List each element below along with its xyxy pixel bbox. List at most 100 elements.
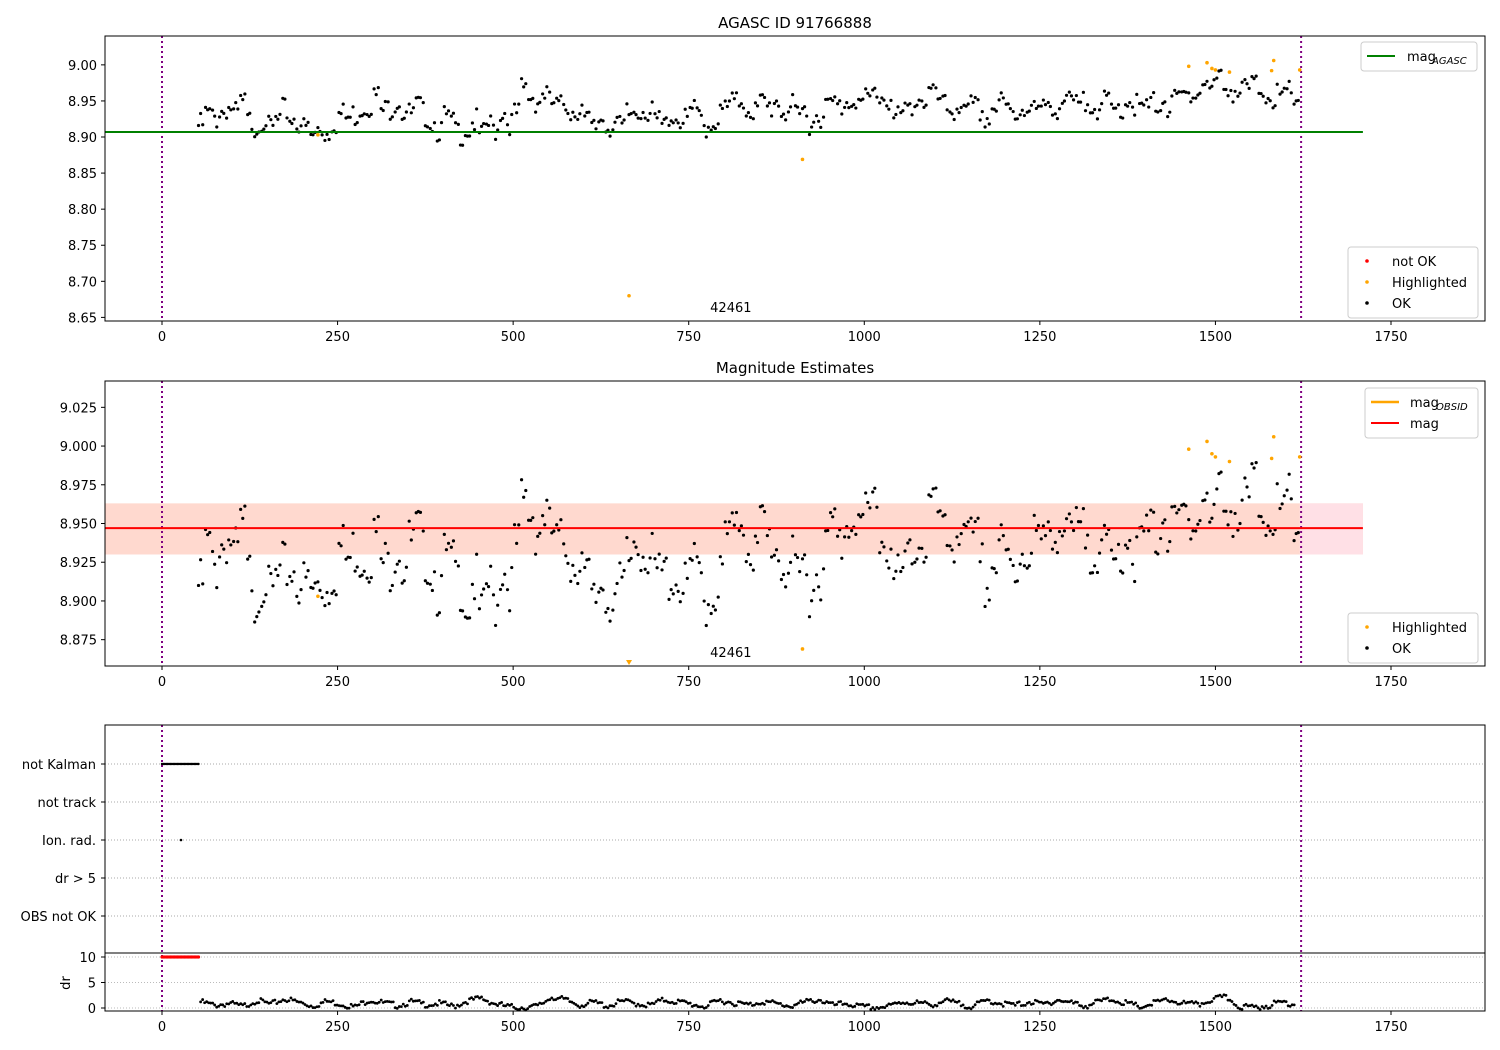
dr-point [949, 999, 953, 1003]
ok-point [512, 523, 517, 527]
ok-point [1173, 504, 1177, 508]
ok-point [1243, 476, 1247, 480]
ok-point [788, 105, 793, 109]
ok-point [920, 546, 924, 550]
ok-point [493, 623, 498, 628]
ok-point [355, 120, 359, 125]
ok-point [1050, 113, 1055, 117]
ok-point [1078, 100, 1083, 104]
ok-point [718, 103, 722, 107]
ok-point [662, 559, 666, 563]
dr-point [303, 1003, 307, 1006]
ok-point [1008, 106, 1012, 111]
dr-point [1284, 1000, 1288, 1004]
ok-point [418, 510, 423, 514]
ok-point [250, 589, 254, 593]
ok-point [1081, 90, 1085, 94]
ok-point [1097, 551, 1102, 555]
ok-point [1236, 94, 1240, 98]
ok-point [1062, 529, 1067, 533]
dr-point [1206, 1001, 1210, 1004]
ok-point [741, 533, 746, 537]
ok-point [425, 125, 430, 129]
ok-point [980, 542, 984, 546]
ok-point [503, 111, 507, 116]
ok-point [592, 582, 596, 586]
ok-point [1189, 100, 1193, 104]
ok-point [906, 541, 910, 545]
ok-point [810, 599, 814, 603]
panel-title: Magnitude Estimates [716, 359, 874, 377]
dr-point [915, 999, 919, 1003]
ok-point [957, 111, 961, 115]
ok-point [290, 579, 294, 583]
ok-point [618, 114, 622, 119]
ok-point [243, 504, 247, 508]
ok-point [910, 562, 914, 566]
dr-axes-frame [104, 952, 1486, 1012]
legend-label: Highlighted [1392, 621, 1467, 636]
ok-point [1203, 498, 1207, 502]
highlighted-point [1297, 68, 1302, 72]
ok-point [604, 610, 608, 614]
ok-point [1086, 103, 1090, 107]
dr-point [829, 1001, 833, 1005]
ok-point [571, 563, 575, 567]
dr-point [1086, 1006, 1089, 1010]
dr-point [618, 999, 622, 1003]
ok-point [241, 98, 245, 102]
ok-point [1074, 506, 1078, 510]
ok-point [915, 103, 919, 107]
ok-point [641, 110, 645, 115]
dr-point [614, 1002, 618, 1006]
ok-point [1145, 513, 1149, 517]
ok-point [1194, 529, 1198, 533]
ok-point [395, 562, 399, 566]
legend-label-sub: OBSID [1436, 402, 1468, 413]
dr-point [273, 998, 277, 1002]
dr-point [243, 1002, 247, 1005]
ok-point [798, 570, 802, 574]
dr-point [417, 999, 421, 1002]
x-tick-label: 1500 [1199, 330, 1232, 345]
ok-point [713, 608, 718, 612]
ok-point [791, 534, 795, 538]
dr-point [586, 1001, 590, 1005]
ok-point [255, 132, 259, 136]
ok-point [1210, 84, 1214, 88]
ok-point [725, 532, 729, 536]
ok-point [1240, 498, 1244, 502]
ok-point [339, 544, 343, 548]
dr-point [929, 1004, 933, 1007]
ok-point [1048, 528, 1052, 533]
ok-point [1001, 96, 1005, 100]
ok-point [866, 91, 870, 95]
dr-point [873, 1008, 877, 1011]
dr-point [1126, 1001, 1130, 1004]
dr-point [867, 1003, 871, 1007]
dr-point [747, 1002, 750, 1006]
dr-point [1052, 1001, 1055, 1005]
x-tick-label: 1250 [1023, 330, 1056, 345]
legend-marker-icon [1365, 646, 1369, 650]
ok-point [997, 538, 1001, 542]
ok-point [210, 549, 215, 554]
dr-point [1070, 999, 1073, 1003]
ok-point [522, 495, 526, 499]
ok-point [404, 110, 408, 114]
dr-point [464, 1000, 467, 1004]
ok-point [1083, 109, 1088, 113]
ok-point [1187, 91, 1191, 95]
ok-point [976, 98, 980, 102]
ok-point [1173, 88, 1177, 92]
ok-point [737, 104, 741, 108]
ok-point [274, 567, 278, 571]
ok-point [873, 86, 877, 90]
ok-point [199, 111, 203, 116]
x-tick-label: 1750 [1374, 1020, 1407, 1035]
dr-point [1106, 996, 1109, 1000]
ok-point [1062, 99, 1067, 103]
dr-point [413, 999, 417, 1003]
ok-point [910, 113, 914, 117]
ok-point [1296, 98, 1300, 103]
